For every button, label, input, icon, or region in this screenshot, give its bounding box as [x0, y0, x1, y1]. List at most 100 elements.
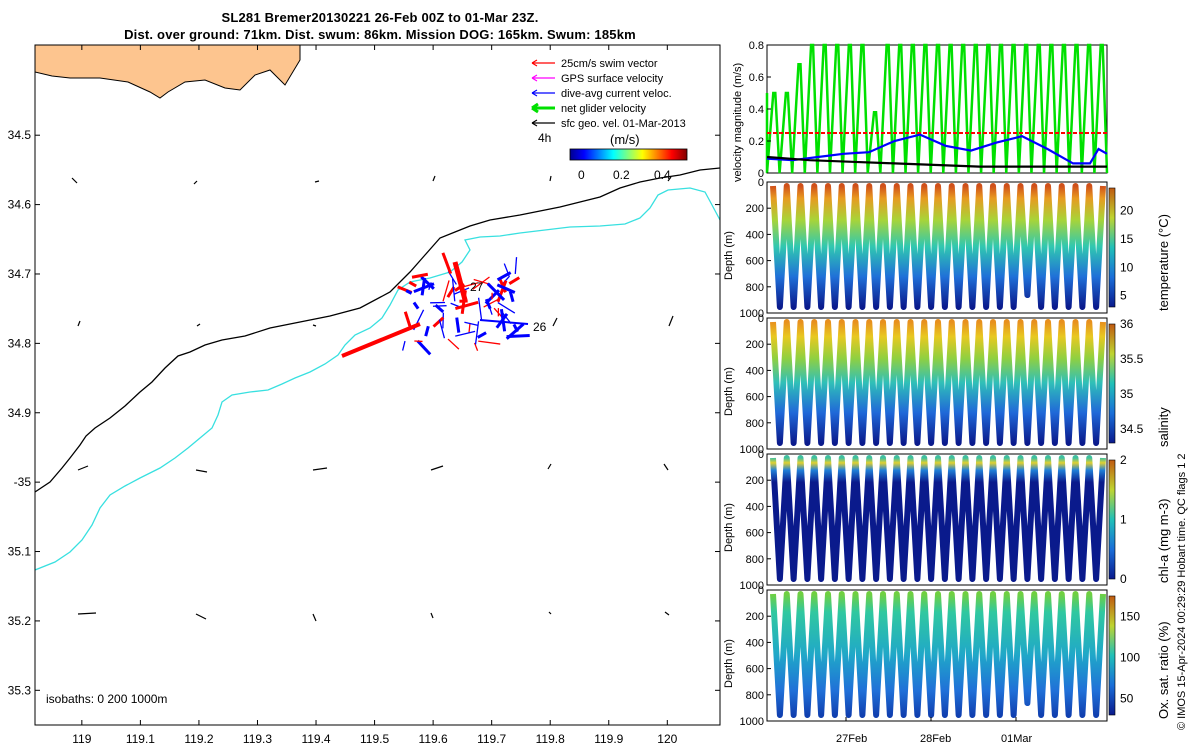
track-vector — [496, 271, 512, 282]
time-tick-28feb: 28Feb — [920, 733, 951, 745]
lat-tick-label: 35.3 — [8, 683, 32, 697]
series-current-velocity — [766, 133, 1108, 165]
track-vector — [411, 272, 429, 279]
track-vector — [496, 280, 508, 303]
colorbar-tick-label: 35 — [1120, 387, 1134, 401]
lat-tick-label: 34.7 — [8, 267, 32, 281]
profile-panel-0: 0 200 400 600 800 1000 Depth (m) 5 10 15 20 tempera… — [723, 177, 1171, 320]
depth-tick-label: 0 — [758, 177, 764, 189]
depth-tick-label: 800 — [746, 418, 764, 430]
legend-label-swim: 25cm/s swim vector — [561, 58, 658, 70]
track-vector — [405, 289, 413, 295]
depth-tick-label: 800 — [746, 690, 764, 702]
lon-tick-label: 119.4 — [301, 732, 330, 746]
track-vector — [512, 323, 519, 333]
depth-tick-label: 1000 — [740, 716, 764, 728]
profile-frame — [766, 589, 1108, 722]
depth-tick-label: 1000 — [740, 580, 764, 592]
track-vector — [442, 312, 445, 329]
legend-label-gps: GPS surface velocity — [561, 73, 664, 85]
legend-item-geostrophic: sfc geo. vel. 01-Mar-2013 — [531, 118, 686, 130]
speed-colorbar — [569, 148, 688, 161]
profile-colorbar — [1108, 323, 1116, 444]
day-label-27: 27 — [470, 280, 484, 294]
track-vector — [442, 280, 450, 302]
track-vector — [508, 291, 515, 303]
legend-interval: 4h — [538, 131, 551, 145]
track-vector — [451, 278, 456, 302]
depth-tick-label: 200 — [746, 339, 764, 351]
lon-tick-label: 119.1 — [126, 732, 155, 746]
lat-tick-label: 34.9 — [8, 406, 32, 420]
profile-frame — [766, 317, 1108, 450]
colorbar-tick-label: 35.5 — [1120, 352, 1144, 366]
profile-dive-trace — [770, 319, 1106, 446]
track-vector — [401, 340, 406, 351]
depth-tick-label: 1000 — [740, 444, 764, 456]
depth-tick-label: 200 — [746, 203, 764, 215]
track-vector — [461, 282, 478, 288]
profile-dive-trace — [770, 455, 1106, 582]
colorbar-title: chl-a (mg m-3) — [1156, 498, 1171, 583]
colorbar-tick-label: 36 — [1120, 317, 1134, 331]
lat-tick-label: 35.2 — [8, 614, 32, 628]
track-vector — [455, 330, 476, 337]
map-legend: 25cm/s swim vector GPS surface velocity … — [531, 58, 688, 182]
velocity-ylabel: velocity magnitude (m/s) — [732, 63, 744, 182]
velocity-ytick-label: 0 — [758, 168, 764, 180]
glider-track-cluster — [341, 252, 530, 358]
colorbar-tick-label: 20 — [1120, 204, 1134, 218]
velocity-panel: 0 0.2 0.4 0.6 0.8 velocity magnitude (m/s) — [732, 40, 1109, 182]
track-vector — [432, 316, 445, 328]
legend-label-current: dive-avg current veloc. — [561, 88, 672, 100]
depth-tick-label: 600 — [746, 528, 764, 540]
lon-tick-label: 119.8 — [536, 732, 565, 746]
colorbar-tick-0: 0 — [578, 168, 585, 182]
colorbar-tick-label: 2 — [1120, 453, 1127, 467]
lon-tick-label: 119.5 — [360, 732, 389, 746]
legend-item-gps: GPS surface velocity — [531, 73, 664, 85]
track-vector — [452, 261, 468, 301]
depth-ylabel: Depth (m) — [723, 503, 735, 552]
track-vector — [408, 280, 417, 288]
lon-tick-label: 119.2 — [184, 732, 213, 746]
track-vector — [416, 339, 432, 356]
track-vector — [508, 276, 521, 285]
track-vector — [413, 282, 435, 294]
colorbar-label: (m/s) — [610, 132, 640, 147]
lat-tick-label: 35.1 — [8, 545, 32, 559]
isobath-200m — [35, 167, 720, 493]
legend-item-net: net glider velocity — [531, 102, 646, 115]
lat-tick-label: -35 — [14, 475, 32, 489]
velocity-ytick-label: 0.2 — [749, 136, 764, 148]
colorbar-title: salinity — [1156, 407, 1171, 447]
lon-tick-label: 120 — [657, 732, 677, 746]
series-geostrophic-velocity — [766, 155, 1107, 168]
profile-frame — [766, 453, 1108, 586]
colorbar-tick-label: 50 — [1120, 692, 1134, 706]
depth-tick-label: 600 — [746, 392, 764, 404]
colorbar-title: temperature (°C) — [1156, 214, 1171, 311]
track-vector — [464, 321, 479, 326]
profile-frame — [766, 181, 1108, 314]
track-vector — [424, 325, 430, 337]
depth-tick-label: 400 — [746, 229, 764, 241]
depth-tick-label: 0 — [758, 449, 764, 461]
depth-tick-label: 600 — [746, 256, 764, 268]
colorbar-title: Ox. sat. ratio (%) — [1156, 621, 1171, 719]
legend-label-geostrophic: sfc geo. vel. 01-Mar-2013 — [561, 118, 686, 130]
profile-panel-1: 0 200 400 600 800 1000 Depth (m) 34.5 35 35.5 36 sa… — [723, 313, 1171, 456]
track-vector — [432, 305, 447, 307]
profile-dive-trace — [770, 591, 1106, 718]
depth-tick-label: 400 — [746, 637, 764, 649]
colorbar-tick-label: 15 — [1120, 232, 1134, 246]
track-vector — [476, 331, 487, 339]
profile-colorbar — [1108, 595, 1116, 716]
track-vector — [441, 252, 453, 275]
depth-tick-label: 800 — [746, 554, 764, 566]
plot-title-line1: SL281 Bremer20130221 26-Feb 00Z to 01-Ma… — [221, 10, 539, 25]
velocity-ytick-label: 0.4 — [749, 104, 764, 116]
profile-colorbar — [1108, 459, 1116, 580]
